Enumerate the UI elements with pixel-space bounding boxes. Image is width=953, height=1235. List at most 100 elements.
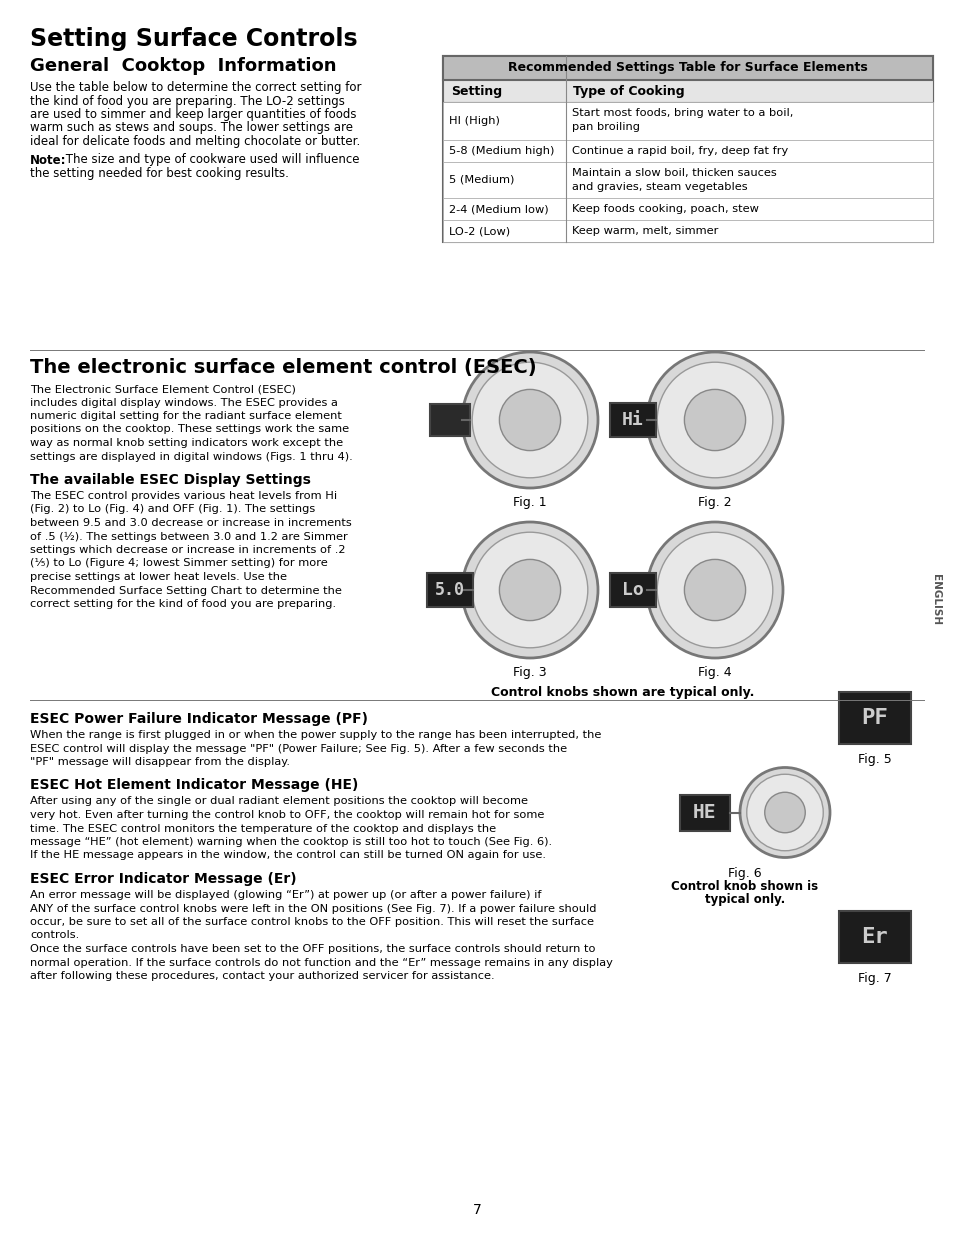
- Text: An error message will be displayed (glowing “Er”) at power up (or after a power : An error message will be displayed (glow…: [30, 890, 541, 900]
- Text: 5 (Medium): 5 (Medium): [449, 175, 514, 185]
- Bar: [442, 56, 932, 80]
- Text: General  Cooktop  Information: General Cooktop Information: [30, 57, 336, 75]
- Text: numeric digital setting for the radiant surface element: numeric digital setting for the radiant …: [30, 411, 341, 421]
- Bar: [442, 56, 932, 242]
- Text: The available ESEC Display Settings: The available ESEC Display Settings: [30, 473, 311, 487]
- Circle shape: [683, 389, 745, 451]
- Text: controls.: controls.: [30, 930, 79, 941]
- Circle shape: [498, 389, 560, 451]
- Text: Use the table below to determine the correct setting for: Use the table below to determine the cor…: [30, 82, 361, 94]
- Text: pan broiling: pan broiling: [572, 121, 639, 131]
- Circle shape: [472, 362, 587, 478]
- Circle shape: [472, 532, 587, 648]
- Text: the setting needed for best cooking results.: the setting needed for best cooking resu…: [30, 167, 289, 180]
- Text: "PF" message will disappear from the display.: "PF" message will disappear from the dis…: [30, 757, 290, 767]
- Text: way as normal knob setting indicators work except the: way as normal knob setting indicators wo…: [30, 438, 343, 448]
- Text: 7: 7: [472, 1203, 481, 1216]
- Text: very hot. Even after turning the control knob to OFF, the cooktop will remain ho: very hot. Even after turning the control…: [30, 810, 544, 820]
- Text: The ESEC control provides various heat levels from Hi: The ESEC control provides various heat l…: [30, 492, 336, 501]
- Text: Recommended Surface Setting Chart to determine the: Recommended Surface Setting Chart to det…: [30, 585, 341, 595]
- Text: Fig. 5: Fig. 5: [858, 753, 891, 766]
- Circle shape: [646, 522, 782, 658]
- Text: Er: Er: [861, 927, 887, 947]
- Text: Maintain a slow boil, thicken sauces: Maintain a slow boil, thicken sauces: [572, 168, 776, 178]
- Text: (Fig. 2) to Lo (Fig. 4) and OFF (Fig. 1). The settings: (Fig. 2) to Lo (Fig. 4) and OFF (Fig. 1)…: [30, 505, 314, 515]
- Text: Fig. 2: Fig. 2: [698, 496, 731, 509]
- Text: the kind of food you are preparing. The LO-2 settings: the kind of food you are preparing. The …: [30, 95, 345, 107]
- Text: Type of Cooking: Type of Cooking: [573, 84, 684, 98]
- Text: (¹⁄₅) to Lo (Figure 4; lowest Simmer setting) for more: (¹⁄₅) to Lo (Figure 4; lowest Simmer set…: [30, 558, 328, 568]
- Circle shape: [498, 559, 560, 621]
- Text: After using any of the single or dual radiant element positions the cooktop will: After using any of the single or dual ra…: [30, 797, 527, 806]
- Text: precise settings at lower heat levels. Use the: precise settings at lower heat levels. U…: [30, 572, 287, 582]
- Bar: [442, 140, 932, 162]
- Text: correct setting for the kind of food you are preparing.: correct setting for the kind of food you…: [30, 599, 335, 609]
- Text: ESEC Hot Element Indicator Message (HE): ESEC Hot Element Indicator Message (HE): [30, 778, 358, 793]
- Text: Keep warm, melt, simmer: Keep warm, melt, simmer: [572, 226, 718, 236]
- Circle shape: [764, 792, 804, 832]
- Text: Fig. 7: Fig. 7: [858, 972, 891, 986]
- Text: warm such as stews and soups. The lower settings are: warm such as stews and soups. The lower …: [30, 121, 353, 135]
- Text: includes digital display windows. The ESEC provides a: includes digital display windows. The ES…: [30, 398, 337, 408]
- Text: 5.0: 5.0: [435, 580, 464, 599]
- Circle shape: [461, 352, 598, 488]
- Circle shape: [683, 559, 745, 621]
- Text: The size and type of cookware used will influence: The size and type of cookware used will …: [62, 153, 359, 167]
- Bar: [442, 198, 932, 220]
- Text: Once the surface controls have been set to the OFF positions, the surface contro: Once the surface controls have been set …: [30, 944, 595, 953]
- Circle shape: [740, 767, 829, 857]
- Text: 5-8 (Medium high): 5-8 (Medium high): [449, 146, 554, 156]
- Circle shape: [461, 522, 598, 658]
- Text: Setting Surface Controls: Setting Surface Controls: [30, 27, 357, 51]
- Text: If the HE message appears in the window, the control can still be turned ON agai: If the HE message appears in the window,…: [30, 851, 545, 861]
- Text: are used to simmer and keep larger quantities of foods: are used to simmer and keep larger quant…: [30, 107, 356, 121]
- Circle shape: [746, 774, 822, 851]
- Text: between 9.5 and 3.0 decrease or increase in increments: between 9.5 and 3.0 decrease or increase…: [30, 517, 352, 529]
- Text: Control knobs shown are typical only.: Control knobs shown are typical only.: [490, 685, 754, 699]
- Text: ideal for delicate foods and melting chocolate or butter.: ideal for delicate foods and melting cho…: [30, 135, 360, 148]
- Bar: [442, 103, 932, 140]
- Text: Fig. 1: Fig. 1: [513, 496, 546, 509]
- Circle shape: [657, 362, 772, 478]
- Text: Lo: Lo: [621, 580, 643, 599]
- Text: Recommended Settings Table for Surface Elements: Recommended Settings Table for Surface E…: [508, 62, 867, 74]
- Text: normal operation. If the surface controls do not function and the “Er” message r: normal operation. If the surface control…: [30, 957, 612, 967]
- Text: LO-2 (Low): LO-2 (Low): [449, 226, 510, 236]
- Text: time. The ESEC control monitors the temperature of the cooktop and displays the: time. The ESEC control monitors the temp…: [30, 824, 496, 834]
- Text: The electronic surface element control (ESEC): The electronic surface element control (…: [30, 358, 536, 377]
- Bar: [838, 692, 910, 743]
- Bar: [679, 794, 729, 830]
- Text: ENGLISH: ENGLISH: [930, 574, 940, 626]
- Bar: [442, 220, 932, 242]
- Text: Start most foods, bring water to a boil,: Start most foods, bring water to a boil,: [572, 107, 793, 119]
- Text: Fig. 4: Fig. 4: [698, 666, 731, 679]
- Text: The Electronic Surface Element Control (ESEC): The Electronic Surface Element Control (…: [30, 384, 295, 394]
- Text: settings which decrease or increase in increments of .2: settings which decrease or increase in i…: [30, 545, 345, 555]
- Text: ANY of the surface control knobs were left in the ON positions (See Fig. 7). If : ANY of the surface control knobs were le…: [30, 904, 596, 914]
- Bar: [609, 573, 656, 606]
- Text: of .5 (½). The settings between 3.0 and 1.2 are Simmer: of .5 (½). The settings between 3.0 and …: [30, 531, 348, 542]
- Circle shape: [646, 352, 782, 488]
- Text: positions on the cooktop. These settings work the same: positions on the cooktop. These settings…: [30, 425, 349, 435]
- Text: and gravies, steam vegetables: and gravies, steam vegetables: [572, 182, 747, 191]
- Bar: [609, 403, 656, 437]
- Bar: [838, 911, 910, 963]
- Text: Note:: Note:: [30, 153, 67, 167]
- Text: Control knob shown is: Control knob shown is: [671, 881, 818, 893]
- Text: HE: HE: [693, 803, 716, 823]
- Text: ESEC Power Failure Indicator Message (PF): ESEC Power Failure Indicator Message (PF…: [30, 713, 368, 726]
- Circle shape: [657, 532, 772, 648]
- Text: ESEC Error Indicator Message (Er): ESEC Error Indicator Message (Er): [30, 872, 296, 885]
- Text: Keep foods cooking, poach, stew: Keep foods cooking, poach, stew: [572, 204, 758, 214]
- Text: occur, be sure to set all of the surface control knobs to the OFF position. This: occur, be sure to set all of the surface…: [30, 918, 594, 927]
- Text: ESEC control will display the message "PF" (Power Failure; See Fig. 5). After a : ESEC control will display the message "P…: [30, 743, 566, 753]
- Text: When the range is first plugged in or when the power supply to the range has bee: When the range is first plugged in or wh…: [30, 730, 600, 740]
- Text: Fig. 6: Fig. 6: [727, 867, 761, 881]
- Text: 2-4 (Medium low): 2-4 (Medium low): [449, 204, 548, 214]
- Text: settings are displayed in digital windows (Figs. 1 thru 4).: settings are displayed in digital window…: [30, 452, 353, 462]
- Text: Setting: Setting: [451, 84, 501, 98]
- Text: typical only.: typical only.: [704, 893, 784, 906]
- Bar: [427, 573, 473, 606]
- Text: Hi: Hi: [621, 411, 643, 429]
- Text: after following these procedures, contact your authorized servicer for assistanc: after following these procedures, contac…: [30, 971, 494, 981]
